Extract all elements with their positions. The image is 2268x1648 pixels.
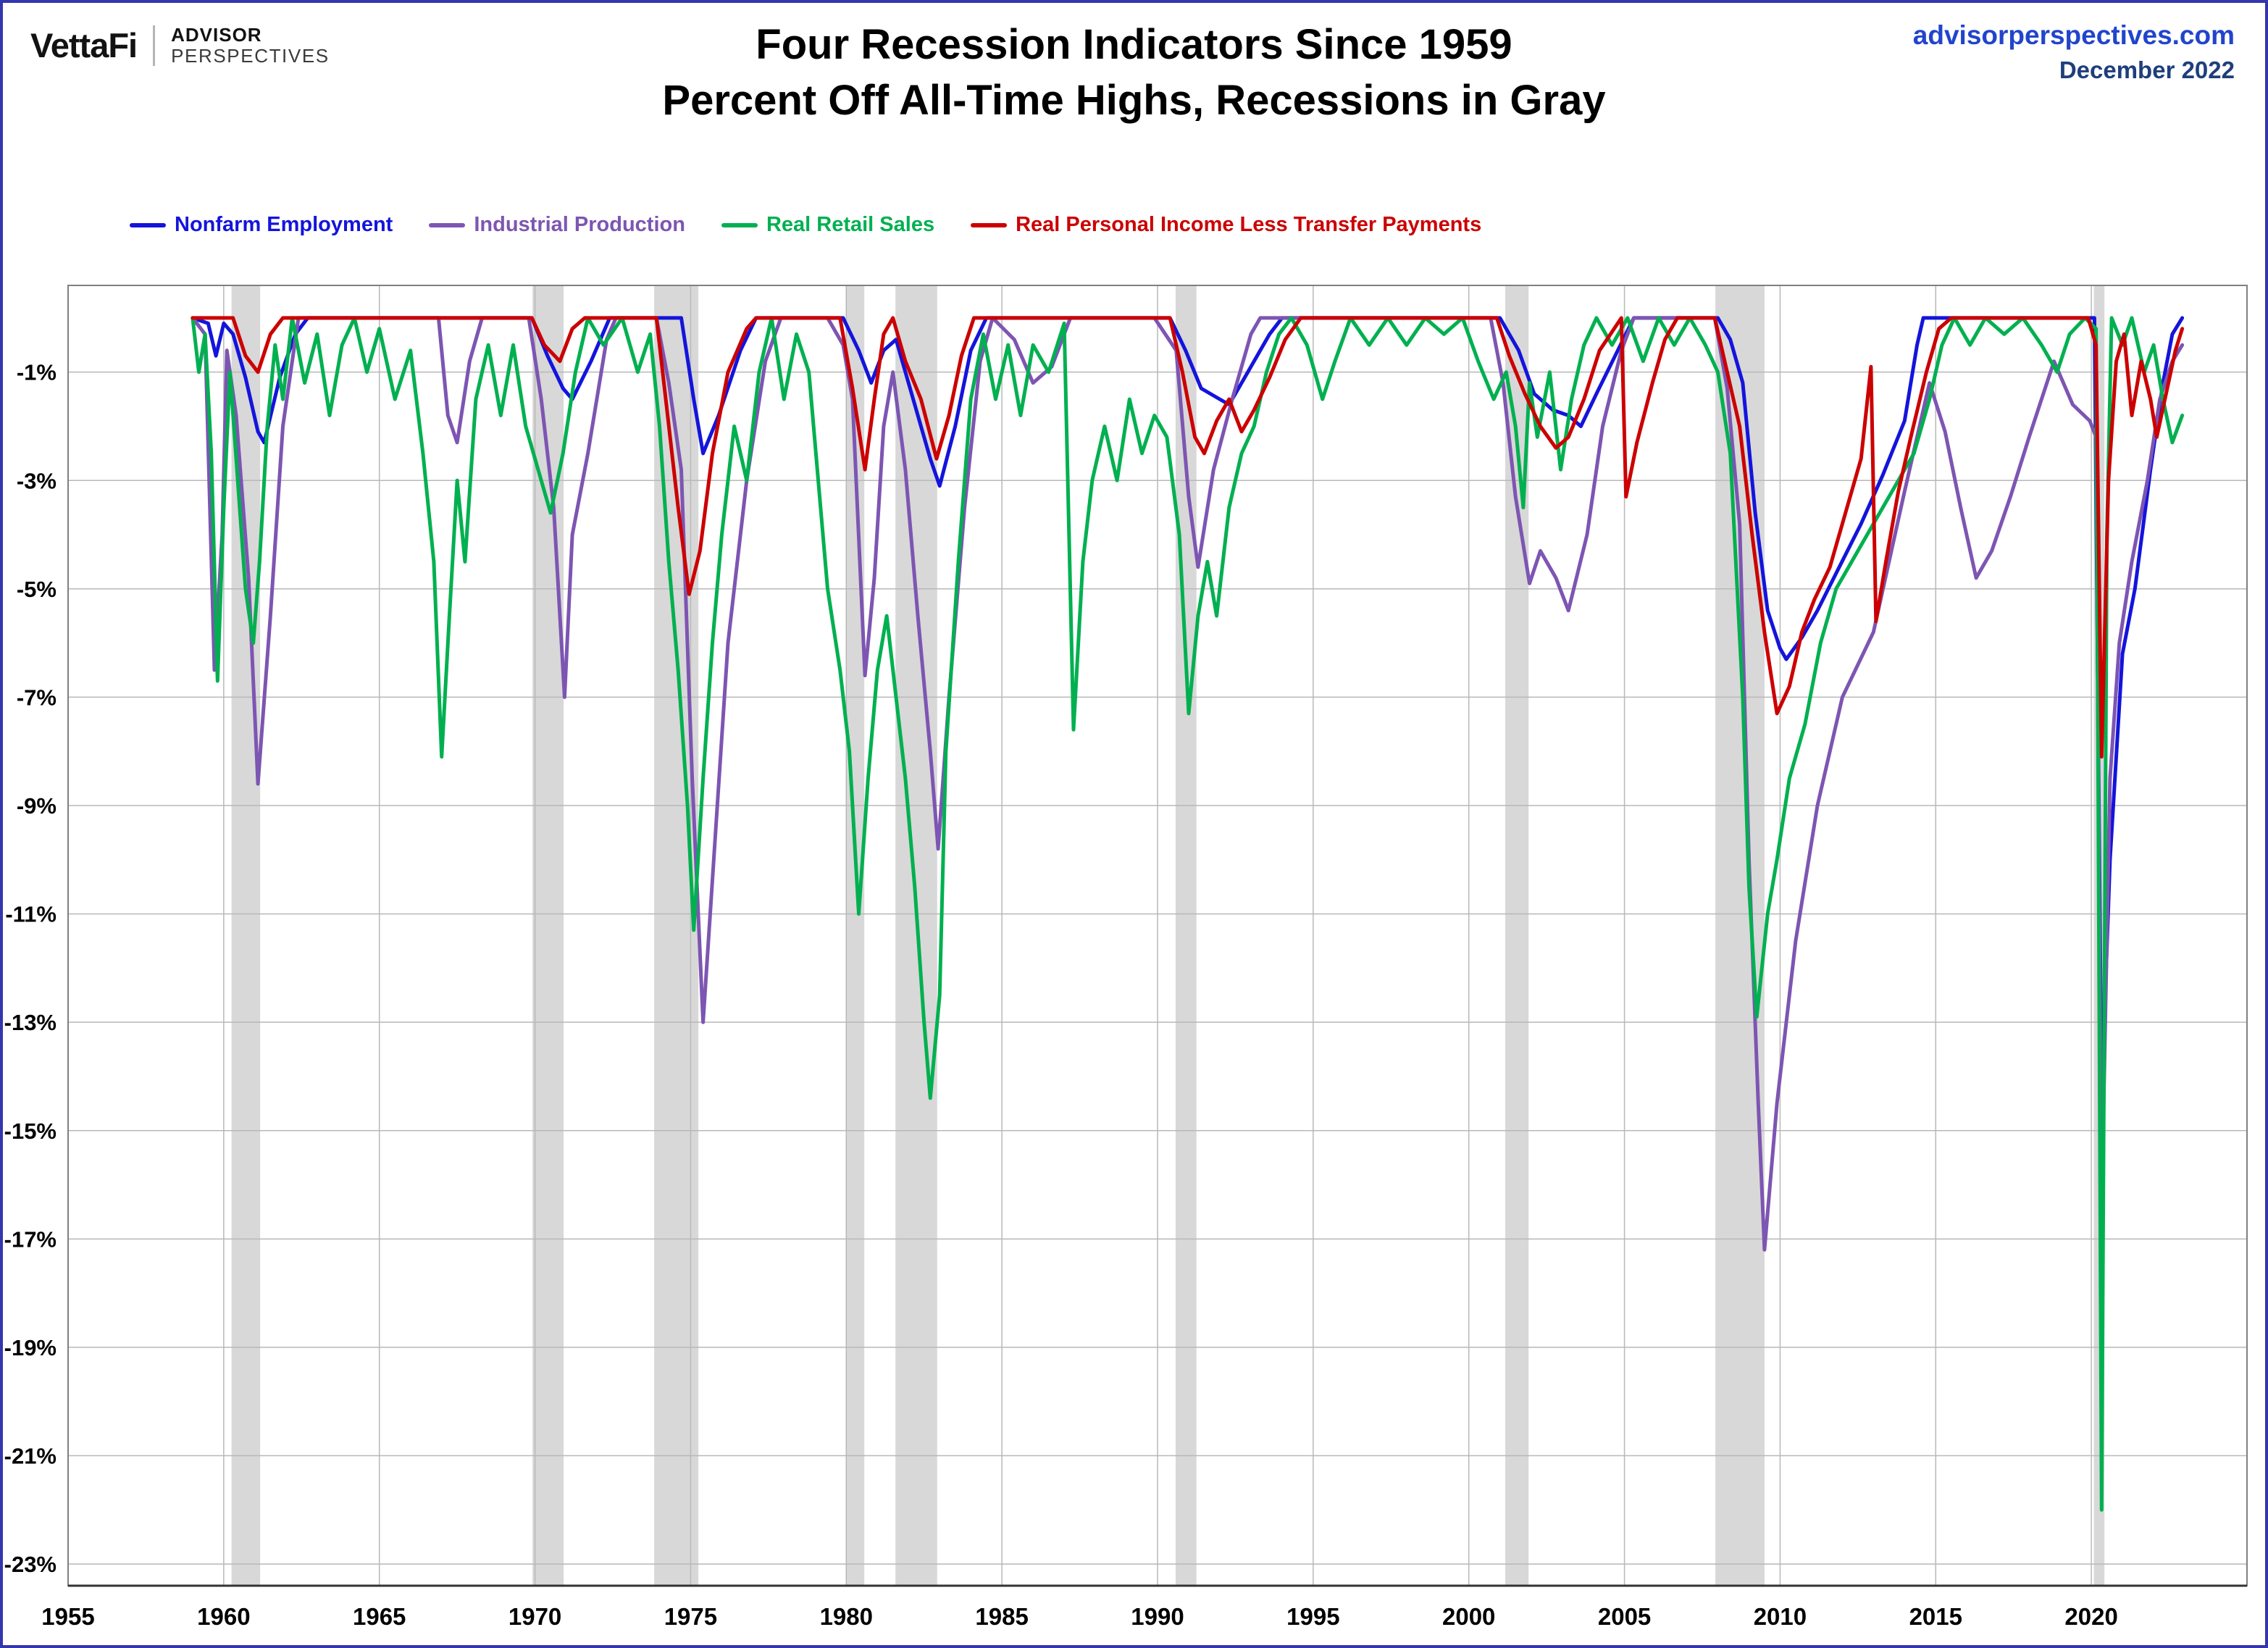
x-tick-label: 2015 bbox=[1909, 1603, 1962, 1630]
chart-title-line1: Four Recession Indicators Since 1959 bbox=[756, 21, 1512, 68]
legend-item-real-personal-income-less-transfer-payments: Real Personal Income Less Transfer Payme… bbox=[971, 213, 1481, 237]
chart-title-line2: Percent Off All-Time Highs, Recessions i… bbox=[662, 76, 1606, 124]
legend-label-industrial-production: Industrial Production bbox=[474, 213, 685, 236]
x-tick-label: 1975 bbox=[664, 1603, 717, 1630]
y-tick-label: -1% bbox=[17, 360, 57, 385]
x-tick-label: 1955 bbox=[41, 1603, 94, 1630]
chart-legend: Nonfarm Employment Industrial Production R… bbox=[130, 213, 1481, 237]
brand-block: VettaFi ADVISOR PERSPECTIVES bbox=[30, 25, 330, 66]
legend-item-real-retail-sales: Real Retail Sales bbox=[721, 213, 934, 237]
legend-label-nonfarm-employment: Nonfarm Employment bbox=[175, 213, 393, 236]
series-line-real-retail-sales bbox=[191, 316, 2185, 1512]
x-tick-label: 2020 bbox=[2064, 1603, 2117, 1630]
y-tick-label: -5% bbox=[17, 577, 57, 602]
vettafi-logo: VettaFi bbox=[30, 26, 138, 65]
source-site-label: advisorperspectives.com bbox=[1912, 20, 2235, 50]
y-tick-label: -15% bbox=[4, 1118, 57, 1144]
title-block: Four Recession Indicators Since 1959 Per… bbox=[662, 17, 1605, 128]
y-tick-label: -11% bbox=[5, 902, 57, 927]
y-tick-label: -21% bbox=[4, 1444, 57, 1469]
source-block: advisorperspectives.com December 2022 bbox=[1913, 20, 2235, 84]
advisor-label: ADVISOR bbox=[171, 24, 262, 46]
legend-swatch-real-personal-income-less-transfer-payments bbox=[971, 222, 1008, 227]
y-tick-label: -19% bbox=[4, 1335, 57, 1360]
y-tick-label: -9% bbox=[17, 793, 57, 819]
x-tick-label: 1995 bbox=[1286, 1603, 1339, 1630]
perspectives-label: PERSPECTIVES bbox=[171, 44, 330, 67]
legend-swatch-real-retail-sales bbox=[721, 222, 758, 227]
legend-label-real-retail-sales: Real Retail Sales bbox=[766, 213, 935, 236]
y-tick-label: -23% bbox=[4, 1552, 57, 1577]
x-tick-label: 2000 bbox=[1442, 1603, 1495, 1630]
x-tick-label: 1980 bbox=[820, 1603, 873, 1630]
x-tick-label: 1990 bbox=[1131, 1603, 1184, 1630]
y-tick-label: -17% bbox=[4, 1226, 57, 1252]
recession-band bbox=[1175, 285, 1197, 1586]
source-date-label: December 2022 bbox=[2059, 57, 2235, 83]
recession-band bbox=[231, 285, 261, 1586]
legend-swatch-industrial-production bbox=[429, 222, 466, 227]
x-tick-label: 2010 bbox=[1754, 1603, 1807, 1630]
legend-item-industrial-production: Industrial Production bbox=[429, 213, 685, 237]
chart: -1% -3% -5% -7% -9% -11% -13% -15% -17% -19% -21% -… bbox=[4, 285, 2248, 1630]
y-tick-label: -3% bbox=[17, 468, 57, 493]
x-tick-label: 2005 bbox=[1598, 1603, 1651, 1630]
brand-divider bbox=[153, 25, 156, 66]
recession-band bbox=[1715, 285, 1765, 1586]
y-tick-label: -13% bbox=[4, 1010, 57, 1035]
y-tick-label: -7% bbox=[17, 685, 57, 710]
legend-swatch-nonfarm-employment bbox=[130, 222, 166, 227]
x-tick-label: 1985 bbox=[975, 1603, 1028, 1630]
x-tick-label: 1960 bbox=[197, 1603, 250, 1630]
series-line-real-personal-income-less-transfer-payments bbox=[191, 316, 2185, 759]
legend-label-real-personal-income-less-transfer-payments: Real Personal Income Less Transfer Payme… bbox=[1016, 213, 1482, 236]
x-tick-label: 1970 bbox=[509, 1603, 561, 1630]
recession-band bbox=[846, 285, 865, 1586]
legend-item-nonfarm-employment: Nonfarm Employment bbox=[130, 213, 393, 237]
advisor-perspectives-logo: ADVISOR PERSPECTIVES bbox=[171, 25, 330, 66]
x-tick-label: 1965 bbox=[353, 1603, 406, 1630]
